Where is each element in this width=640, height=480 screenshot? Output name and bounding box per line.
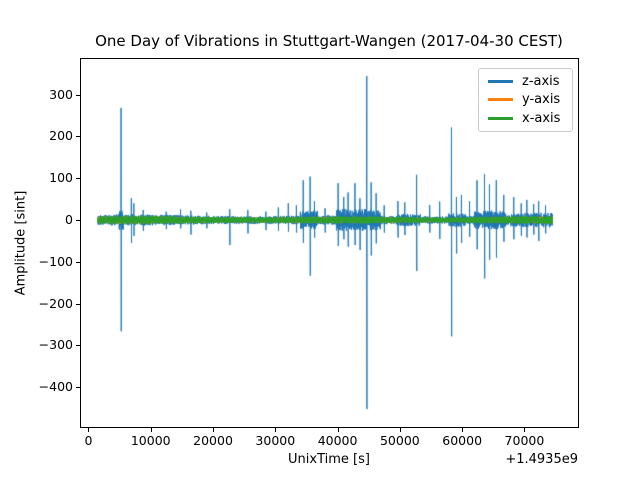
y-tick-mark	[76, 94, 80, 96]
legend-line-sample-y	[488, 98, 513, 102]
x-tick-label: 30000	[255, 433, 296, 448]
legend: z-axis y-axis x-axis	[478, 68, 573, 132]
y-tick-mark	[76, 136, 80, 138]
x-tick-label: 50000	[379, 433, 420, 448]
legend-label-y: y-axis	[522, 92, 561, 108]
x-tick-label: 0	[84, 433, 93, 448]
y-tick-mark	[76, 387, 80, 389]
x-axis-offset-label: +1.4935e9	[505, 452, 578, 467]
x-tick-label: 20000	[193, 433, 233, 448]
legend-entry-x: x-axis	[479, 110, 572, 128]
y-tick-mark	[76, 220, 80, 221]
x-tick-mark	[462, 428, 464, 432]
y-tick-label: −400	[38, 379, 73, 395]
y-tick-label: −200	[38, 295, 73, 311]
x-tick-label: 10000	[130, 433, 171, 448]
y-tick-mark	[76, 178, 80, 180]
legend-entry-z: z-axis	[479, 72, 572, 90]
x-tick-mark	[524, 428, 526, 432]
x-tick-mark	[213, 428, 215, 432]
y-tick-label: −300	[38, 337, 73, 353]
x-tick-label: 60000	[442, 433, 483, 448]
legend-entry-y: y-axis	[479, 91, 572, 109]
x-tick-mark	[275, 428, 277, 432]
y-tick-label: 200	[49, 128, 73, 144]
y-tick-label: 0	[65, 212, 73, 227]
x-tick-label: 40000	[317, 433, 358, 448]
x-tick-mark	[150, 428, 152, 432]
legend-line-sample-x	[488, 117, 513, 121]
legend-label-z: z-axis	[522, 73, 560, 89]
legend-line-sample-z	[488, 79, 513, 83]
y-tick-label: −100	[38, 253, 73, 269]
legend-label-x: x-axis	[522, 111, 561, 127]
y-tick-label: 300	[49, 86, 73, 102]
y-tick-mark	[76, 303, 80, 305]
x-tick-label: 70000	[504, 433, 545, 448]
y-tick-label: 100	[49, 170, 73, 186]
x-tick-mark	[88, 428, 90, 432]
x-tick-mark	[399, 428, 401, 432]
chart-title: One Day of Vibrations in Stuttgart-Wange…	[95, 32, 563, 50]
x-tick-mark	[337, 428, 339, 432]
y-tick-mark	[76, 261, 80, 263]
y-axis-label: Amplitude [sint]	[13, 190, 29, 296]
y-tick-mark	[76, 345, 80, 347]
x-axis-label: UnixTime [s]	[288, 452, 370, 467]
